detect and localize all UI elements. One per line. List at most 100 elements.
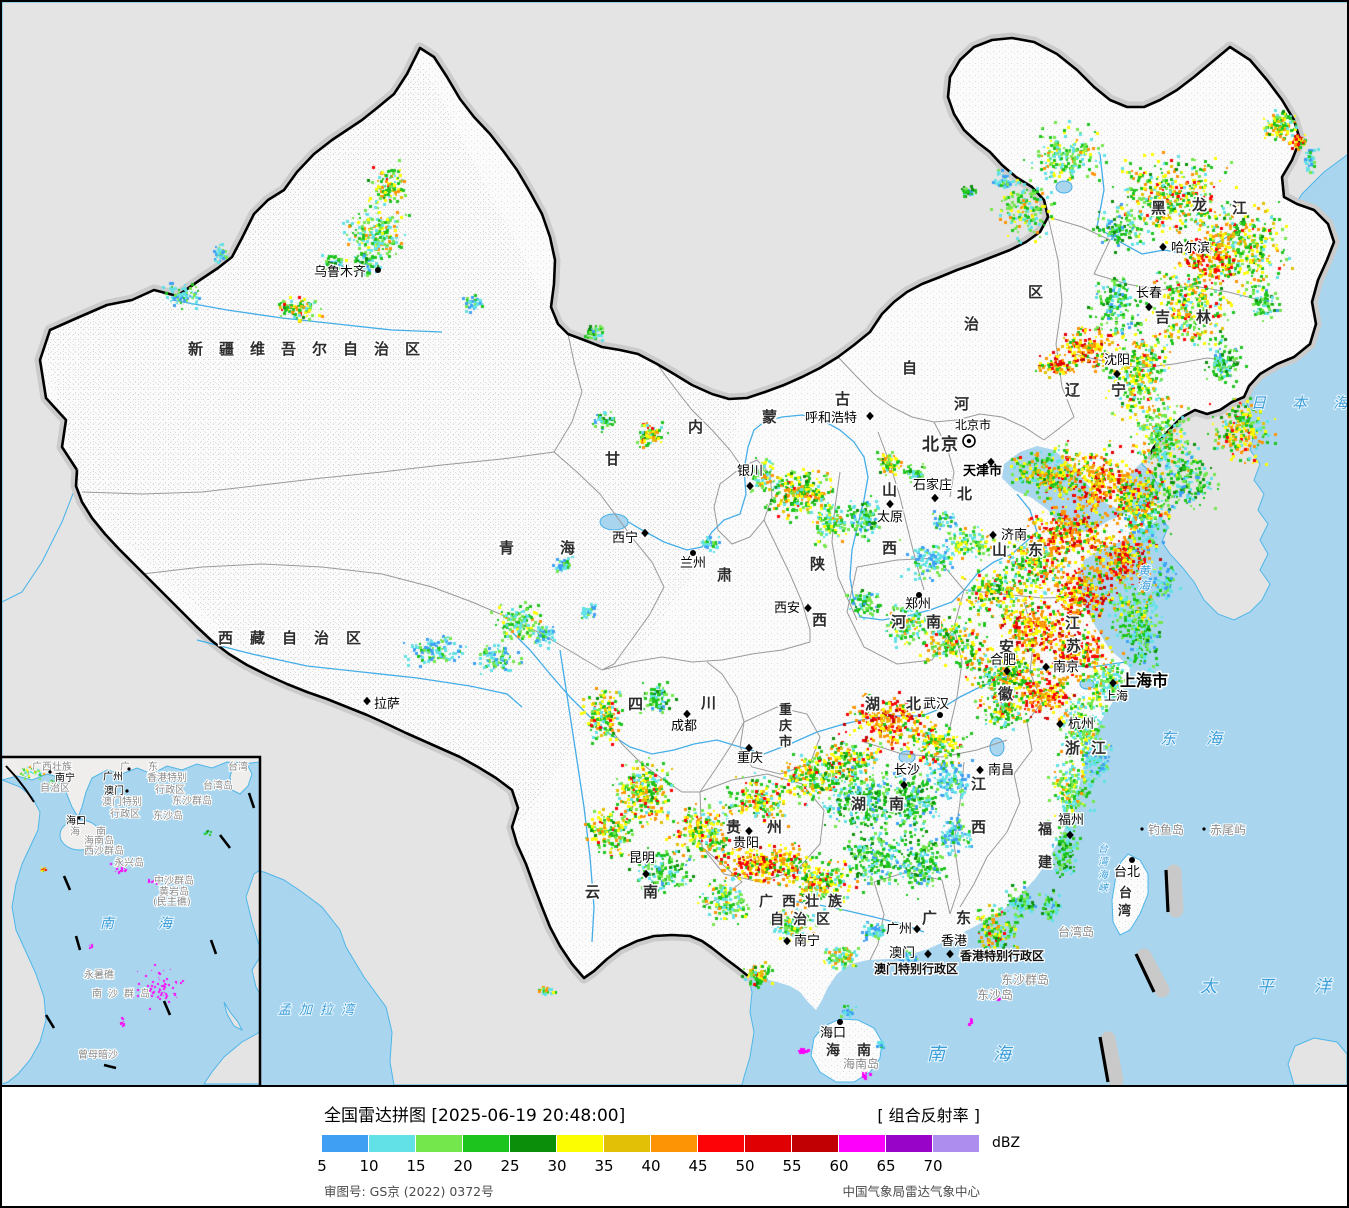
city-label: 北京市 — [955, 417, 991, 432]
city-label: 太原 — [877, 510, 903, 525]
beijing-capital-marker-core — [966, 438, 972, 444]
inset-label: 香港特别 — [147, 772, 187, 784]
city-dot-marker — [125, 789, 129, 793]
province-label: 西藏自治区 — [218, 629, 378, 647]
city-label: 杭州 — [1068, 717, 1094, 732]
province-label: 江 — [971, 775, 986, 793]
legend-color-cell — [369, 1135, 415, 1152]
city-label: 石家庄 — [913, 477, 952, 493]
legend-color-cell — [463, 1135, 509, 1152]
inset-label: 东沙岛 — [153, 809, 183, 822]
city-diamond-marker — [900, 780, 908, 790]
province-label: 山东 — [992, 541, 1064, 559]
legend-tick-label: 25 — [500, 1157, 520, 1175]
province-label: 苏 — [1066, 637, 1081, 655]
island-label: 海南岛 — [843, 1056, 879, 1071]
province-label: 古 — [835, 390, 850, 408]
map-legend-divider — [2, 1085, 1347, 1087]
city-label: 上海 — [1104, 688, 1128, 703]
city-dot-marker — [48, 770, 52, 774]
inset-label: 台湾 — [228, 760, 248, 773]
province-label: 河 — [954, 395, 969, 413]
legend-tick-label: 35 — [594, 1157, 614, 1175]
dash-line-backing — [1136, 948, 1170, 998]
province-label: 黑 — [1151, 199, 1166, 217]
legend-color-cell — [839, 1135, 885, 1152]
city-label: 重庆 — [737, 750, 763, 766]
legend-color-cell — [604, 1135, 650, 1152]
map-labels-layer: 新疆维吾尔自治区西藏自治区青海甘肃内蒙古自治区陕西山西河北山东河南湖北安徽江苏浙… — [2, 195, 1347, 1085]
inset-city-label: 南宁 — [55, 771, 75, 784]
inset-label: 东沙群岛 — [172, 794, 212, 807]
city-diamond-marker — [745, 826, 753, 836]
inset-label: 海南岛 — [84, 834, 114, 847]
sea-label: 太平洋 — [1200, 977, 1347, 997]
legend-color-cell — [510, 1135, 556, 1152]
inset-label: 台湾岛 — [203, 779, 233, 792]
city-label: 广州 — [886, 922, 912, 937]
sea-label: 南海 — [927, 1044, 1059, 1065]
city-label: 福州 — [1058, 813, 1084, 828]
city-label: 乌鲁木齐 — [314, 264, 366, 280]
city-dot-marker — [916, 592, 922, 598]
inset-city-label: 澳门 — [104, 784, 124, 797]
city-diamond-marker — [1113, 369, 1121, 379]
city-diamond-marker — [924, 949, 932, 959]
dash-line-backing — [1166, 864, 1184, 918]
city-label: 海口 — [820, 1026, 846, 1041]
province-label: 安 — [999, 638, 1014, 656]
sea-label: 孟加拉湾 — [278, 1002, 362, 1018]
city-label: 天津市 — [963, 463, 1002, 479]
inset-dash-segment — [62, 875, 72, 891]
city-label: 长沙 — [894, 763, 920, 778]
island-label: 东沙群岛 — [1001, 972, 1049, 987]
province-label: 东 — [956, 909, 971, 927]
product-label: [ 组合反射率 ] — [877, 1106, 980, 1125]
province-label: 山 — [882, 481, 897, 499]
city-diamond-marker — [1159, 242, 1167, 252]
inset-label: 澳门特别 — [102, 795, 142, 808]
province-label: 辽宁 — [1065, 381, 1157, 399]
city-diamond-marker — [1042, 662, 1050, 672]
legend-tick-label: 50 — [735, 1157, 755, 1175]
agency-credit: 中国气象局雷达气象中心 — [842, 1184, 980, 1199]
city-diamond-marker — [783, 936, 791, 946]
city-dot-marker — [375, 267, 381, 273]
province-label: 浙江 — [1065, 739, 1117, 757]
approval-number: 审图号: GS京 (2022) 0372号 — [324, 1184, 494, 1199]
legend-tick-label: 65 — [876, 1157, 896, 1175]
city-label: 南宁 — [794, 933, 820, 949]
province-label: 治 — [964, 315, 979, 333]
province-label: 云 — [585, 883, 600, 901]
legend-tick-label: 10 — [359, 1157, 379, 1175]
city-diamond-marker — [1145, 302, 1153, 312]
legend-tick-label: 30 — [547, 1157, 567, 1175]
sea-label: 黄海 — [1138, 564, 1152, 593]
province-label: 广西壮族 — [759, 893, 851, 910]
province-label: 肃 — [717, 566, 732, 584]
city-diamond-marker — [1109, 678, 1117, 688]
legend-color-cell — [322, 1135, 368, 1152]
island-label: 东沙岛 — [977, 987, 1013, 1002]
legend-color-cell — [698, 1135, 744, 1152]
city-diamond-marker — [913, 924, 921, 934]
province-label: 湖北 — [865, 695, 947, 713]
legend-tick-label: 20 — [453, 1157, 473, 1175]
inset-dash-segment — [209, 939, 218, 955]
legend-color-cell — [416, 1135, 462, 1152]
province-label: 区 — [1028, 283, 1043, 301]
inset-sea-label: 海 — [158, 916, 174, 932]
province-label: 南 — [643, 883, 658, 901]
legend-panel: 全国雷达拼图 [2025-06-19 20:48:00] [ 组合反射率 ] 5… — [2, 1087, 1347, 1206]
city-label: 哈尔滨 — [1171, 240, 1210, 256]
legend-tick-label: 60 — [829, 1157, 849, 1175]
map-title: 全国雷达拼图 [2025-06-19 20:48:00] — [324, 1106, 626, 1126]
legend-tick-label: 45 — [688, 1157, 708, 1175]
city-label: 昆明 — [629, 851, 655, 866]
province-label: 北 — [957, 485, 972, 503]
reflectivity-colorbar — [322, 1135, 981, 1152]
province-label: 青海 — [499, 539, 621, 557]
city-dot-marker — [1129, 857, 1135, 863]
inset-label: 广 — [120, 761, 130, 773]
city-dot-marker — [937, 712, 943, 718]
